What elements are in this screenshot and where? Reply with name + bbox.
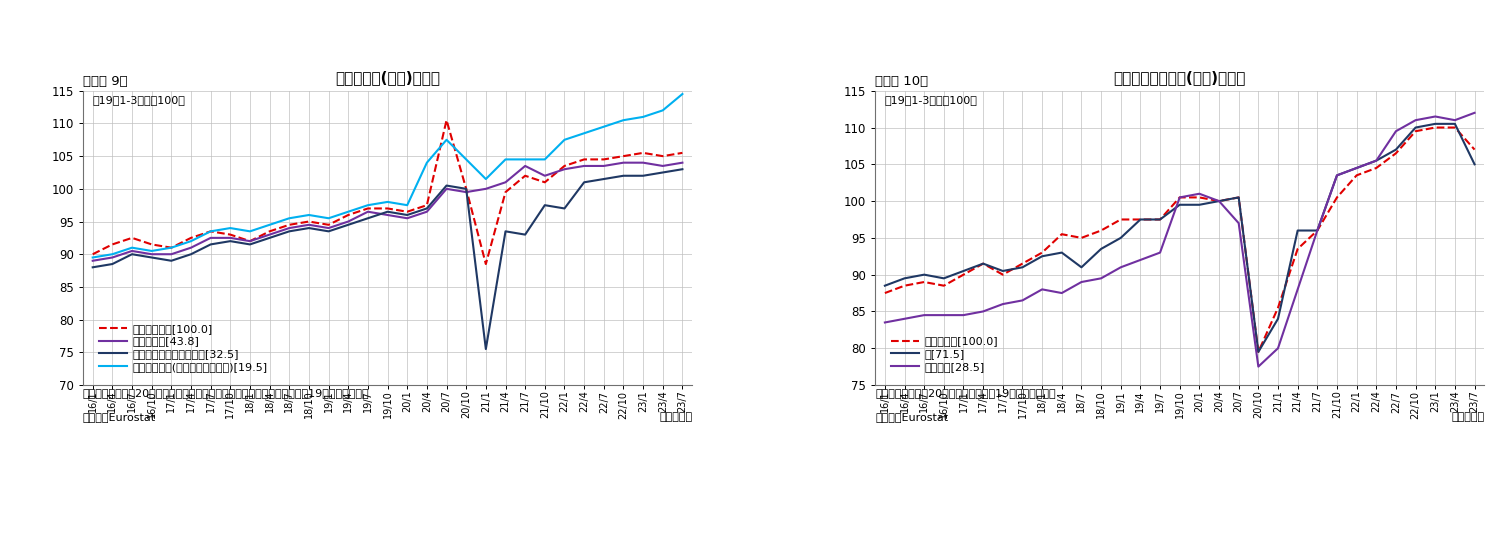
Text: （注）ユーロ圏は20か国、知的財産権はアイルランドを除く、カッコ内は19年時点のシェア: （注）ユーロ圏は20か国、知的財産権はアイルランドを除く、カッコ内は19年時点の…	[83, 388, 369, 398]
Text: （19年1-3月期＝100）: （19年1-3月期＝100）	[92, 95, 185, 105]
Text: （四半期）: （四半期）	[1451, 412, 1484, 422]
Text: （19年1-3月期＝100）: （19年1-3月期＝100）	[885, 95, 977, 105]
Title: 財・サービス輸出(実質)の推移: 財・サービス輸出(実質)の推移	[1114, 70, 1246, 85]
Legend: 実質輸出計[100.0], 財[71.5], サービス[28.5]: 実質輸出計[100.0], 財[71.5], サービス[28.5]	[886, 332, 1002, 377]
Text: （資料）Eurostat: （資料）Eurostat	[83, 412, 157, 422]
Text: （図表 9）: （図表 9）	[83, 75, 128, 88]
Text: （図表 10）: （図表 10）	[876, 75, 928, 88]
Text: （四半期）: （四半期）	[659, 412, 692, 422]
Text: （資料）Eurostat: （資料）Eurostat	[876, 412, 948, 422]
Legend: 実質総投資計[100.0], 建築物投資[43.8], 機械・ソフトウェア投資[32.5], 知的財産投資(アイルランド除く)[19.5]: 実質総投資計[100.0], 建築物投資[43.8], 機械・ソフトウェア投資[…	[95, 320, 271, 377]
Text: （注）ユーロ圏は20か国、カッコ内は19年時点のシェア: （注）ユーロ圏は20か国、カッコ内は19年時点のシェア	[876, 388, 1056, 398]
Title: 資産別投資(実質)の推移: 資産別投資(実質)の推移	[335, 70, 440, 85]
